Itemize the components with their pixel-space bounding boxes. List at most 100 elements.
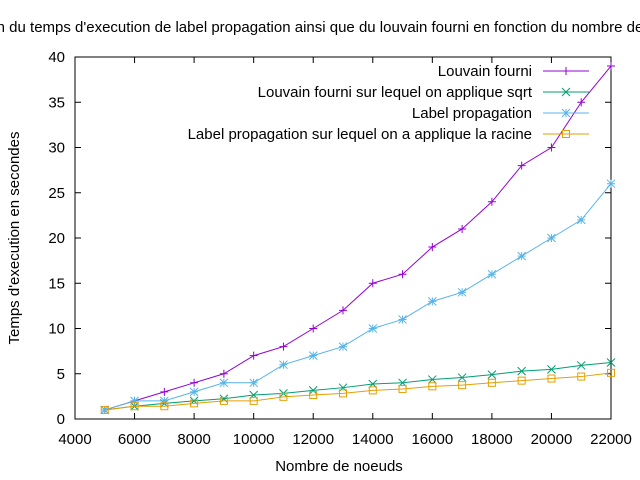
- y-tick-label: 40: [48, 49, 65, 66]
- series-4-point: [279, 392, 288, 401]
- y-tick-label: 15: [48, 275, 65, 292]
- series-3-point: [487, 269, 497, 279]
- series-3-point: [279, 360, 288, 370]
- series-1-point: [249, 351, 258, 360]
- series-layer: [100, 62, 616, 415]
- series-2-line: [104, 362, 612, 411]
- series-4-point: [487, 378, 496, 387]
- series-1-point: [577, 98, 586, 107]
- series-3-point: [159, 396, 169, 406]
- legend-label: Louvain fourni sur lequel on applique sq…: [258, 84, 533, 101]
- series-4-point: [547, 374, 556, 383]
- y-tick-label: 0: [57, 411, 65, 428]
- legend-label: Label propagation sur lequel on a appliq…: [188, 126, 532, 143]
- x-tick-label: 18000: [471, 431, 513, 448]
- series-1-point: [160, 387, 169, 396]
- series-3-point: [606, 179, 616, 189]
- series-1-point: [190, 378, 199, 387]
- series-1-point: [368, 279, 377, 288]
- series-4-point: [339, 389, 347, 398]
- series-4-point: [577, 372, 586, 381]
- legend-swatch-marker: [562, 130, 570, 138]
- y-tick-label: 20: [48, 230, 65, 247]
- x-tick-label: 14000: [352, 431, 394, 448]
- series-1-point: [219, 369, 228, 378]
- x-tick-label: 12000: [292, 431, 334, 448]
- legend-label: Louvain fourni: [438, 63, 532, 80]
- x-tick-label: 8000: [177, 431, 210, 448]
- x-tick-label: 16000: [411, 431, 453, 448]
- series-2-point: [547, 365, 556, 374]
- series-1-point: [607, 62, 615, 71]
- series-3-point: [130, 396, 139, 406]
- y-axis-label: Temps d'execution en secondes: [6, 132, 23, 345]
- series-1-line: [104, 65, 612, 411]
- y-tick-label: 30: [48, 140, 65, 157]
- series-3-point: [398, 315, 407, 324]
- series-3-point: [249, 378, 259, 388]
- series-2-point: [427, 375, 437, 384]
- series-2-point: [457, 373, 467, 382]
- series-1-point: [458, 224, 467, 233]
- series-3: [100, 179, 616, 415]
- series-4-point: [160, 402, 169, 411]
- series-4-point: [428, 382, 437, 391]
- series-2-point: [606, 358, 616, 367]
- x-tick-label: 4000: [58, 431, 91, 448]
- series-4-point: [398, 384, 407, 393]
- series-3-point: [427, 296, 437, 306]
- series-2: [100, 358, 616, 415]
- legend-swatch-marker: [561, 108, 571, 118]
- series-2-point: [487, 370, 497, 380]
- series-3-point: [100, 405, 110, 415]
- legend-label: Label propagation: [412, 105, 532, 122]
- y-tick-label: 10: [48, 321, 65, 338]
- series-1: [100, 62, 615, 414]
- series-4-point: [130, 402, 139, 411]
- series-1-point: [398, 270, 407, 279]
- legend: Louvain fourni Louvain fourni sur lequel …: [188, 63, 589, 143]
- series-1-point: [279, 342, 288, 351]
- x-tick-label: 20000: [531, 431, 573, 448]
- series-2-point: [576, 361, 586, 370]
- series-1-point: [428, 243, 437, 252]
- y-tick-label: 35: [48, 94, 65, 111]
- series-3-point: [576, 215, 586, 225]
- series-1-point: [339, 306, 347, 315]
- series-1-point: [547, 143, 556, 152]
- series-1-point: [517, 161, 526, 170]
- series-4-point: [249, 396, 258, 405]
- legend-swatch-marker: [562, 67, 570, 75]
- series-3-point: [219, 378, 229, 388]
- series-4-point: [458, 381, 467, 390]
- series-3-line: [104, 183, 612, 411]
- y-tick-label: 25: [48, 185, 65, 202]
- series-2-point: [517, 366, 527, 376]
- series-3-point: [189, 387, 199, 397]
- series-3-point: [368, 324, 378, 333]
- series-4-point: [309, 391, 318, 400]
- series-4-line: [104, 372, 612, 411]
- series-4-point: [517, 376, 526, 385]
- series-4: [100, 368, 615, 414]
- series-3-point: [457, 287, 467, 297]
- y-tick-label: 5: [57, 366, 65, 383]
- series-4-point: [100, 405, 109, 414]
- series-3-point: [517, 251, 527, 261]
- x-tick-label: 22000: [590, 431, 632, 448]
- series-4-point: [190, 399, 199, 408]
- series-2-point: [308, 386, 318, 395]
- x-tick-label: 10000: [233, 431, 275, 448]
- x-axis-label: Nombre de noeuds: [275, 458, 403, 475]
- series-3-point: [338, 342, 348, 351]
- series-4-point: [607, 368, 615, 377]
- series-1-point: [309, 324, 318, 333]
- series-4-point: [219, 396, 228, 405]
- axis-ticks: 4000 6000 8000 10000 12000 14000 16000 18000 200…: [48, 49, 632, 448]
- series-3-point: [308, 351, 318, 361]
- legend-swatch-marker: [561, 87, 571, 97]
- chart-title: Evolution du temps d'execution de label …: [0, 19, 640, 36]
- series-1-point: [487, 197, 496, 206]
- x-tick-label: 6000: [118, 431, 151, 448]
